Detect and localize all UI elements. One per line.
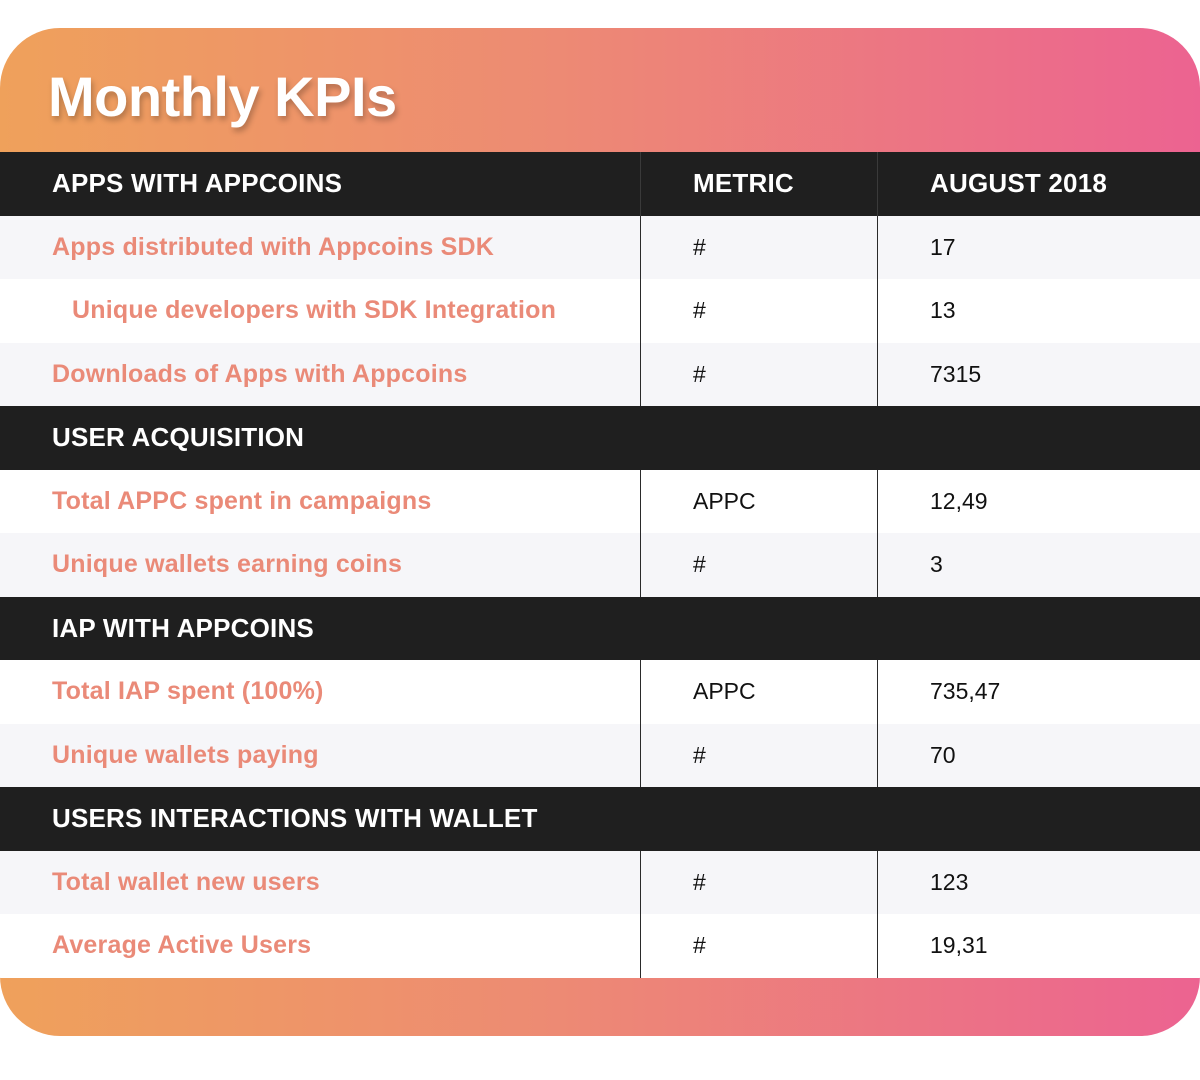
row-value: 3 [877, 533, 1200, 597]
header-month: AUGUST 2018 [877, 152, 1200, 216]
header-users-interactions: USERS INTERACTIONS WITH WALLET [52, 803, 538, 834]
row-metric: APPC [640, 660, 877, 724]
row-value: 70 [877, 723, 1200, 787]
section-header-iap: IAP WITH APPCOINS [0, 596, 1200, 660]
kpi-table: APPS WITH APPCOINS METRIC AUGUST 2018 Ap… [0, 152, 1200, 978]
row-label: Total wallet new users [52, 867, 320, 896]
row-label: Unique wallets paying [52, 740, 319, 769]
table-row: Unique developers with SDK Integration #… [0, 279, 1200, 343]
row-label: Total IAP spent (100%) [52, 677, 324, 706]
section-header-apps: APPS WITH APPCOINS METRIC AUGUST 2018 [0, 152, 1200, 216]
kpi-card: Monthly KPIs APPS WITH APPCOINS METRIC A… [0, 28, 1200, 1036]
section-header-user-acquisition: USER ACQUISITION [0, 406, 1200, 470]
row-value: 7315 [877, 342, 1200, 406]
table-row: Downloads of Apps with Appcoins # 7315 [0, 342, 1200, 406]
row-metric: # [640, 342, 877, 406]
table-row: Total IAP spent (100%) APPC 735,47 [0, 660, 1200, 724]
row-value: 12,49 [877, 469, 1200, 533]
header-iap-with-appcoins: IAP WITH APPCOINS [52, 612, 314, 643]
table-row: Apps distributed with Appcoins SDK # 17 [0, 215, 1200, 279]
row-label: Unique developers with SDK Integration [72, 296, 557, 325]
row-value: 17 [877, 215, 1200, 279]
row-value: 13 [877, 279, 1200, 343]
header-metric: METRIC [640, 152, 877, 216]
table-row: Average Active Users # 19,31 [0, 914, 1200, 978]
row-metric: # [640, 723, 877, 787]
row-value: 19,31 [877, 914, 1200, 978]
header-user-acquisition: USER ACQUISITION [52, 422, 305, 453]
row-metric: APPC [640, 469, 877, 533]
row-value: 735,47 [877, 660, 1200, 724]
row-metric: # [640, 215, 877, 279]
row-metric: # [640, 850, 877, 914]
row-label: Apps distributed with Appcoins SDK [52, 232, 494, 261]
section-header-wallet: USERS INTERACTIONS WITH WALLET [0, 787, 1200, 851]
table-row: Unique wallets paying # 70 [0, 723, 1200, 787]
row-label: Average Active Users [52, 931, 312, 960]
table-row: Total wallet new users # 123 [0, 850, 1200, 914]
row-metric: # [640, 533, 877, 597]
row-value: 123 [877, 850, 1200, 914]
row-label: Total APPC spent in campaigns [52, 486, 432, 515]
row-metric: # [640, 914, 877, 978]
table-row: Total APPC spent in campaigns APPC 12,49 [0, 469, 1200, 533]
table-row: Unique wallets earning coins # 3 [0, 533, 1200, 597]
row-metric: # [640, 279, 877, 343]
header-apps-with-appcoins: APPS WITH APPCOINS [52, 168, 343, 199]
row-label: Downloads of Apps with Appcoins [52, 359, 468, 388]
page-title: Monthly KPIs [48, 65, 397, 128]
row-label: Unique wallets earning coins [52, 550, 403, 579]
